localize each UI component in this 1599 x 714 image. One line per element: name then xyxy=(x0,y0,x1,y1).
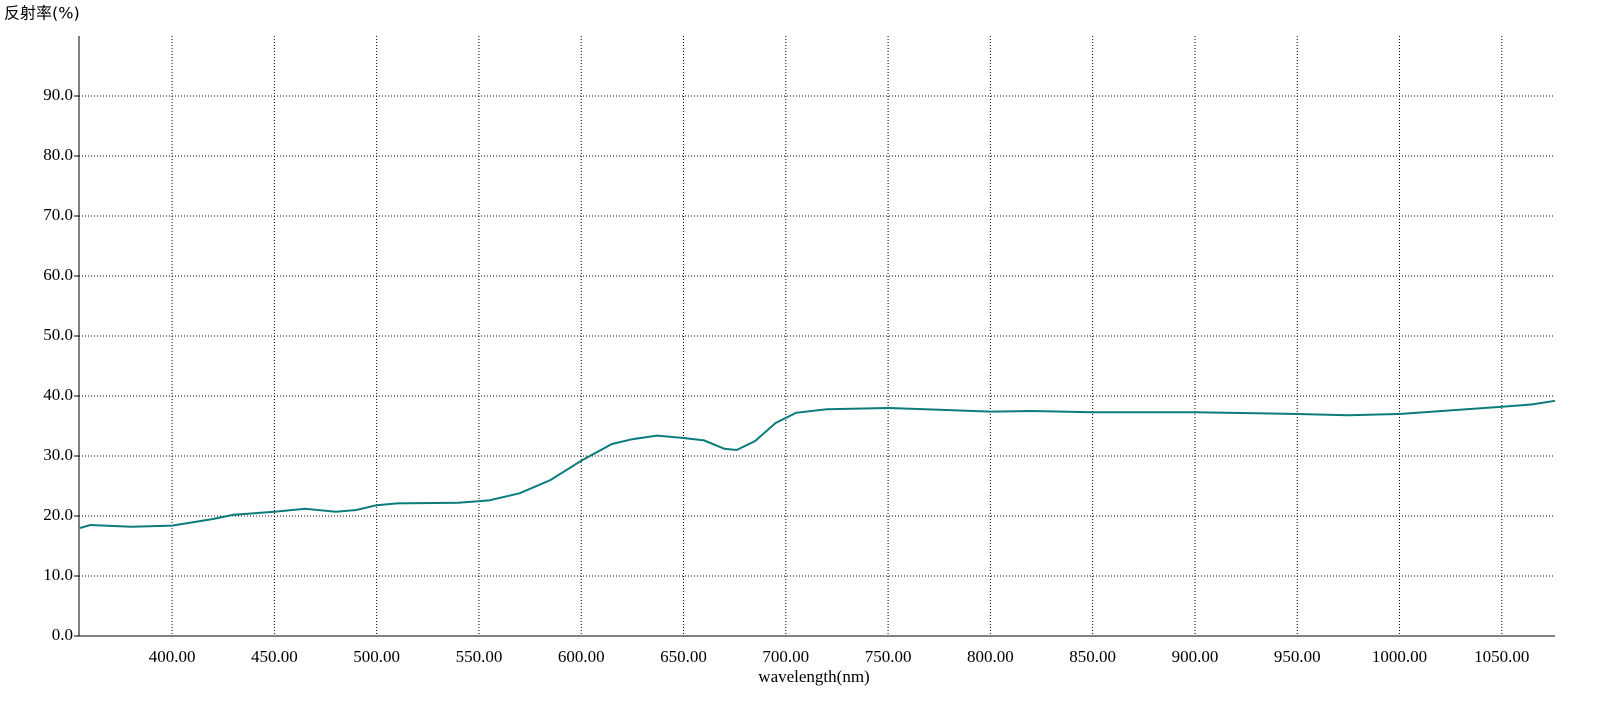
y-tick-label: 80.0 xyxy=(43,145,73,164)
x-tick-label: 700.00 xyxy=(762,647,809,666)
x-tick-label: 500.00 xyxy=(353,647,400,666)
y-tick-label: 70.0 xyxy=(43,205,73,224)
x-tick-label: 850.00 xyxy=(1069,647,1116,666)
x-tick-label: 750.00 xyxy=(865,647,912,666)
x-tick-label: 800.00 xyxy=(967,647,1014,666)
y-axis-title: 反射率(%) xyxy=(4,4,80,23)
x-tick-label: 550.00 xyxy=(456,647,503,666)
y-tick-label: 30.0 xyxy=(43,445,73,464)
x-tick-label: 1000.00 xyxy=(1372,647,1427,666)
x-tick-label: 400.00 xyxy=(149,647,196,666)
y-tick-label: 40.0 xyxy=(43,385,73,404)
x-tick-label: 600.00 xyxy=(558,647,605,666)
x-tick-label: 450.00 xyxy=(251,647,298,666)
x-tick-label: 650.00 xyxy=(660,647,707,666)
x-axis-title: wavelength(nm) xyxy=(758,667,869,686)
x-tick-label: 900.00 xyxy=(1172,647,1219,666)
spectrum-line xyxy=(79,399,1556,529)
y-tick-label: 20.0 xyxy=(43,505,73,524)
x-tick-label: 950.00 xyxy=(1274,647,1321,666)
y-tick-label: 0.0 xyxy=(52,625,73,644)
y-tick-label: 10.0 xyxy=(43,565,73,584)
y-tick-label: 50.0 xyxy=(43,325,73,344)
y-tick-label: 60.0 xyxy=(43,265,73,284)
y-tick-label: 90.0 xyxy=(43,85,73,104)
x-tick-label: 1050.00 xyxy=(1474,647,1529,666)
